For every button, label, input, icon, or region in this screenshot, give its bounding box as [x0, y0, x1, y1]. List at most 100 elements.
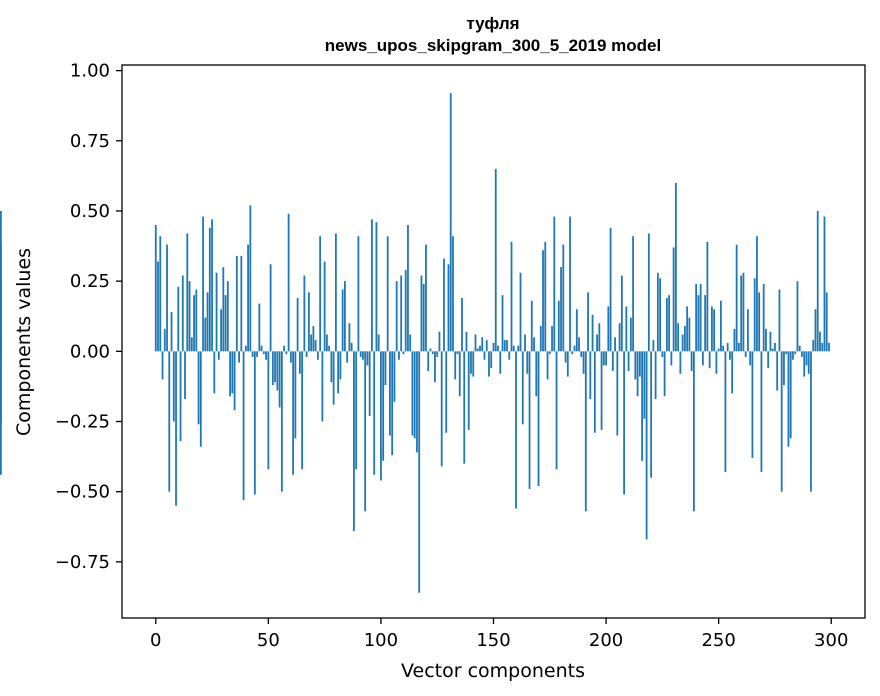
bar-component-2 [159, 236, 162, 352]
bar-component-94 [366, 351, 369, 366]
bar-component-68 [307, 292, 310, 352]
plot-frame [121, 64, 866, 619]
bar-component-110 [402, 351, 405, 355]
bar-component-96 [371, 219, 373, 352]
bar-component-131 [449, 93, 452, 352]
x-tick-label: 50 [257, 630, 280, 651]
bar-component-18 [195, 289, 198, 352]
bar-component-46 [258, 303, 261, 352]
bar-component-22 [204, 317, 207, 352]
bar-component-134 [456, 351, 459, 355]
bar-component-241 [697, 295, 700, 352]
bar-component-253 [724, 351, 727, 473]
bar-component-289 [805, 351, 808, 366]
bar-component-292 [812, 340, 815, 352]
bar-component-89 [355, 351, 358, 470]
y-tick-label: 0.25 [70, 271, 110, 292]
bar-component-62 [294, 351, 297, 439]
bar-component-268 [758, 292, 761, 352]
bar-component-95 [368, 351, 371, 416]
bar-component-137 [463, 351, 466, 464]
bar-component-44 [253, 351, 256, 495]
bar-component-191 [584, 351, 587, 512]
bar-component-254 [726, 342, 729, 352]
bar-component-166 [528, 351, 531, 489]
bar-component-267 [756, 236, 758, 352]
y-tick-label: 0.00 [70, 341, 110, 362]
bar-component-283 [792, 351, 794, 360]
bar-component-242 [699, 283, 702, 352]
bar-component-99 [377, 334, 380, 352]
bar-component-158 [510, 241, 513, 352]
bar-component-154 [501, 295, 504, 352]
bar-component-105 [391, 351, 394, 456]
bar-component-133 [454, 351, 457, 380]
bar-component-264 [749, 351, 752, 366]
bar-component-274 [771, 348, 774, 352]
bar-component-299 [828, 342, 830, 352]
bar-component-130 [447, 264, 450, 352]
bar-component-244 [704, 295, 707, 352]
bar-component-260 [740, 275, 743, 352]
bar-component-138 [465, 331, 468, 352]
bar-component-262 [744, 351, 747, 357]
bar-component-181 [562, 244, 565, 352]
bar-component-163 [521, 351, 524, 425]
bar-component-1 [157, 261, 159, 352]
bar-component-67 [305, 351, 308, 357]
bar-component-279 [783, 351, 785, 386]
bar-component-149 [490, 351, 493, 369]
bar-component-295 [819, 331, 821, 352]
bar-component-15 [188, 281, 191, 352]
bar-component-123 [431, 351, 434, 355]
bar-component-101 [382, 351, 385, 461]
bar-component-236 [686, 306, 689, 352]
bar-component-72 [316, 351, 319, 360]
bar-component-100 [380, 351, 382, 481]
bar-component-210 [627, 351, 630, 371]
bar-component-73 [319, 236, 322, 352]
bar-component-286 [798, 345, 801, 352]
bar-component-153 [499, 351, 502, 374]
bar-component-238 [690, 351, 693, 371]
y-tick-label: 0.50 [70, 201, 110, 222]
x-tick-label: 300 [814, 630, 848, 651]
bar-component-282 [789, 351, 792, 439]
bar-component-147 [485, 340, 488, 352]
bar-component-293 [814, 309, 817, 352]
bar-component-226 [663, 351, 666, 397]
bar-component-193 [589, 351, 592, 400]
bar-component-135 [458, 351, 461, 397]
bar-component-8 [172, 351, 175, 422]
bar-component-243 [701, 351, 704, 366]
bar-component-122 [429, 348, 432, 352]
x-tick-label: 200 [589, 630, 623, 651]
bar-component-51 [269, 264, 272, 352]
bar-component-269 [760, 351, 763, 473]
bar-component-undefined [0, 351, 2, 422]
bar-component-263 [747, 309, 749, 352]
bar-component-275 [774, 342, 776, 352]
bar-component-33 [229, 351, 231, 397]
bar-component-247 [711, 306, 713, 352]
bar-component-288 [803, 351, 806, 377]
bar-component-151 [494, 168, 497, 352]
bar-component-189 [580, 351, 583, 357]
bar-component-296 [821, 342, 824, 352]
bar-component-213 [634, 351, 637, 380]
bar-component-155 [503, 340, 506, 352]
bar-component-160 [515, 351, 517, 509]
bar-component-214 [636, 351, 639, 397]
bar-component-178 [555, 351, 558, 470]
bar-component-156 [506, 340, 508, 352]
bar-component-281 [787, 351, 790, 447]
bar-component-217 [643, 351, 646, 419]
bar-component-280 [785, 351, 788, 355]
bar-component-277 [778, 289, 781, 352]
bar-component-45 [256, 351, 258, 357]
bar-component-97 [373, 351, 376, 475]
bar-component-234 [681, 334, 684, 352]
bar-component-83 [341, 289, 344, 352]
bar-component-207 [620, 275, 623, 352]
